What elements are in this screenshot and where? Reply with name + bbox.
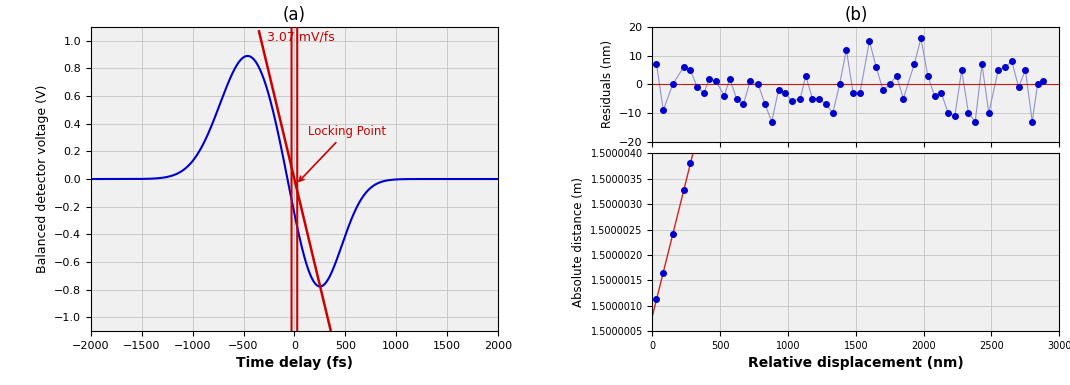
Point	[1010, 84, 1027, 90]
Point	[990, 67, 1007, 73]
Point	[701, 75, 718, 82]
Point	[824, 110, 841, 116]
Text: Locking Point: Locking Point	[300, 125, 385, 181]
Point	[895, 95, 912, 102]
Point	[1035, 78, 1052, 84]
Point	[716, 25, 733, 31]
Point	[750, 81, 767, 87]
Title: (b): (b)	[844, 6, 868, 24]
Point	[675, 64, 692, 70]
Point	[933, 90, 950, 96]
X-axis label: Time delay (fs): Time delay (fs)	[235, 357, 353, 370]
Point	[838, 47, 855, 53]
Point	[817, 101, 835, 107]
Point	[682, 160, 699, 166]
Point	[763, 119, 780, 125]
Point	[797, 73, 814, 79]
Point	[1004, 58, 1021, 64]
Point	[974, 61, 991, 67]
Point	[953, 67, 970, 73]
Point	[996, 64, 1013, 70]
Point	[728, 95, 745, 102]
Point	[696, 106, 713, 112]
Point	[783, 99, 800, 105]
Point	[811, 95, 828, 102]
Point	[707, 78, 724, 84]
Point	[742, 78, 759, 84]
Text: 3.07 mV/fs: 3.07 mV/fs	[268, 31, 335, 44]
Point	[735, 101, 752, 107]
Point	[960, 110, 977, 116]
Point	[939, 110, 957, 116]
Point	[792, 95, 809, 102]
Point	[707, 57, 724, 63]
Point	[648, 61, 666, 67]
X-axis label: Relative displacement (nm): Relative displacement (nm)	[748, 357, 964, 370]
Point	[689, 84, 706, 90]
Point	[655, 270, 672, 276]
Point	[888, 73, 905, 79]
Point	[882, 81, 899, 87]
Title: (a): (a)	[282, 6, 306, 24]
Point	[721, 3, 738, 9]
Point	[682, 67, 699, 73]
Point	[980, 110, 997, 116]
Point	[926, 93, 943, 99]
Point	[689, 133, 706, 139]
Point	[721, 75, 738, 82]
Point	[756, 101, 774, 107]
Point	[1029, 81, 1046, 87]
Point	[905, 61, 922, 67]
Point	[946, 113, 963, 119]
Point	[696, 90, 713, 96]
Point	[966, 119, 983, 125]
Point	[861, 38, 878, 44]
Point	[770, 87, 788, 93]
Point	[664, 81, 682, 87]
Point	[648, 296, 666, 302]
Y-axis label: Balanced detector voltage (V): Balanced detector voltage (V)	[35, 85, 48, 273]
Point	[777, 90, 794, 96]
Point	[1024, 119, 1041, 125]
Point	[716, 93, 733, 99]
Point	[804, 95, 821, 102]
Point	[675, 187, 692, 194]
Point	[1016, 67, 1034, 73]
Point	[664, 231, 682, 237]
Point	[852, 90, 869, 96]
Point	[844, 90, 861, 96]
Point	[831, 81, 849, 87]
Point	[655, 107, 672, 113]
Y-axis label: Absolute distance (m): Absolute distance (m)	[571, 177, 585, 307]
Point	[913, 35, 930, 42]
Point	[874, 87, 891, 93]
Point	[701, 84, 718, 90]
Point	[868, 64, 885, 70]
Y-axis label: Residuals (nm): Residuals (nm)	[600, 40, 614, 128]
Point	[919, 73, 936, 79]
